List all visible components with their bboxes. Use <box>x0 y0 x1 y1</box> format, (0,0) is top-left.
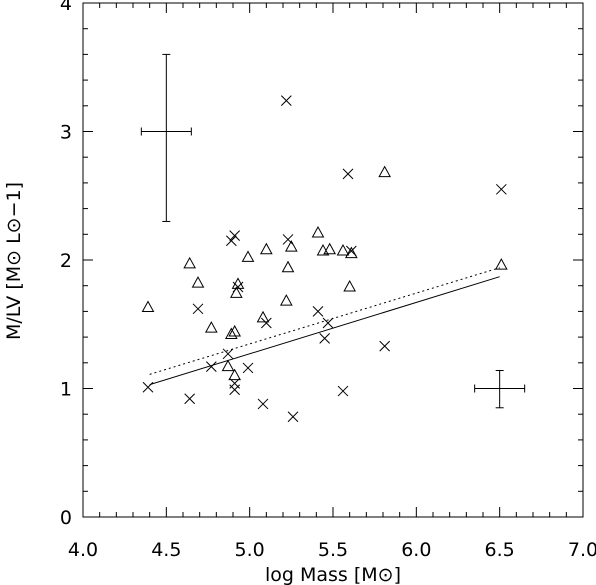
triangle-marker <box>183 256 197 269</box>
cross-marker <box>257 398 269 410</box>
cross-marker <box>287 411 299 423</box>
cross-marker <box>229 230 241 241</box>
cross-marker <box>312 306 324 317</box>
cross-marker <box>379 340 391 352</box>
triangle-marker <box>279 294 293 306</box>
x-tick-label: 4.0 <box>68 539 98 561</box>
triangle-marker <box>281 260 295 273</box>
x-axis-label: log Mass [M⊙] <box>265 564 401 585</box>
triangle-marker <box>343 279 357 292</box>
triangle-marker <box>221 359 235 372</box>
y-tick-label: 3 <box>60 122 72 144</box>
y-tick-label: 4 <box>60 0 72 15</box>
triangle-marker <box>191 276 205 288</box>
y-tick-label: 1 <box>60 379 72 401</box>
cross-marker <box>342 168 354 180</box>
cross-marker <box>225 235 237 247</box>
triangle-marker <box>229 286 243 298</box>
cross-marker <box>319 333 331 344</box>
triangle-marker <box>323 242 337 255</box>
triangle-marker <box>241 250 255 262</box>
triangle-marker <box>494 258 508 270</box>
cross-marker <box>229 384 241 396</box>
fit-line-solid <box>149 276 500 386</box>
cross-marker <box>322 317 334 329</box>
triangle-marker <box>311 225 325 238</box>
triangle-marker <box>204 321 218 333</box>
triangle-marker <box>228 324 242 337</box>
x-tick-label: 6.0 <box>401 539 431 561</box>
triangle-marker <box>284 240 298 252</box>
triangle-marker <box>231 277 245 289</box>
cross-marker <box>242 362 254 374</box>
cross-marker <box>222 348 234 360</box>
triangle-marker <box>336 243 350 256</box>
fit-line-dotted <box>149 267 500 375</box>
y-tick-label: 0 <box>60 507 72 529</box>
triangle-marker <box>344 246 358 259</box>
data-points <box>141 95 508 423</box>
triangle-marker <box>259 242 273 255</box>
cross-marker <box>142 381 154 393</box>
cross-marker <box>184 393 196 405</box>
y-tick-label: 2 <box>60 250 72 272</box>
cross-marker <box>260 317 272 329</box>
cross-marker <box>192 303 204 315</box>
x-tick-label: 5.0 <box>235 539 265 561</box>
error-bars <box>140 53 526 409</box>
x-tick-label: 4.5 <box>151 539 181 561</box>
triangle-marker <box>378 165 392 178</box>
y-axis-label: M/LV [M⊙ L⊙−1] <box>3 182 25 340</box>
axis-ticks <box>82 2 584 518</box>
triangle-marker <box>256 310 270 323</box>
cross-marker <box>337 385 349 397</box>
x-tick-label: 7.0 <box>568 539 596 561</box>
fit-lines <box>149 267 500 386</box>
triangle-marker <box>228 368 242 381</box>
cross-marker <box>205 361 217 373</box>
triangle-marker <box>141 300 155 313</box>
x-tick-label: 6.5 <box>485 539 515 561</box>
cross-marker <box>282 234 294 245</box>
plot-frame <box>82 2 584 518</box>
triangle-marker <box>224 327 238 340</box>
x-tick-label: 5.5 <box>318 539 348 561</box>
y-tick-labels: 0 1 2 3 4 <box>60 0 72 529</box>
cross-marker <box>495 183 507 195</box>
cross-marker <box>280 95 292 107</box>
x-tick-labels: 4.0 4.5 5.0 5.5 6.0 6.5 7.0 <box>68 539 596 561</box>
